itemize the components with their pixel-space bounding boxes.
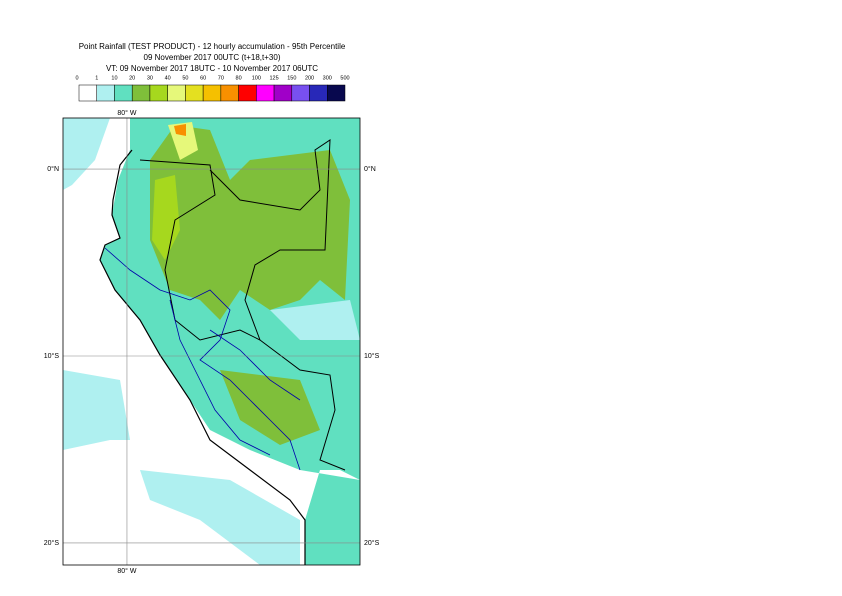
- region-border: [104, 247, 301, 471]
- legend-swatch: [327, 84, 346, 102]
- parallel-label: 20°S: [44, 539, 60, 547]
- legend-tick-label: 0: [75, 75, 78, 81]
- graticule-labels: 80° W 80° W 0°N 0°N 10°S 10°S 20°S 20°S: [44, 109, 380, 575]
- legend-swatch: [149, 84, 168, 102]
- legend-swatch: [167, 84, 186, 102]
- legend-tick-label: 300: [323, 75, 332, 81]
- legend-swatch: [78, 84, 97, 102]
- legend-tick-label: 1: [95, 75, 98, 81]
- legend-tick-label: 100: [252, 75, 261, 81]
- legend-swatch: [291, 84, 310, 102]
- rain-area: [63, 370, 130, 450]
- title-line: 09 November 2017 00UTC (t+18,t+30): [144, 53, 281, 62]
- legend-swatch: [185, 84, 204, 102]
- legend-tick-label: 80: [236, 75, 242, 81]
- border: [139, 159, 346, 471]
- meridian-label: 80° W: [117, 567, 137, 575]
- border: [209, 139, 331, 341]
- legend-tick-label: 125: [269, 75, 278, 81]
- legend-swatch: [256, 84, 275, 102]
- legend-tick-label: 30: [147, 75, 153, 81]
- parallel-label: 10°S: [364, 352, 380, 360]
- map-frame: [62, 117, 361, 566]
- rain-area: [63, 118, 110, 190]
- legend-tick-label: 60: [200, 75, 206, 81]
- parallel-label: 0°N: [47, 165, 59, 173]
- parallel-label: 0°N: [364, 165, 376, 173]
- title-line: VT: 09 November 2017 18UTC - 10 November…: [106, 64, 318, 73]
- rain-area: [220, 370, 320, 445]
- legend-tick-label: 200: [305, 75, 314, 81]
- map-field: [63, 118, 360, 565]
- legend-swatch: [96, 84, 115, 102]
- parallel-label: 20°S: [364, 539, 380, 547]
- rain-area: [270, 300, 360, 340]
- legend-swatch: [238, 84, 257, 102]
- legend-swatch: [309, 84, 328, 102]
- parallel-label: 10°S: [44, 352, 60, 360]
- legend-tick-label: 150: [287, 75, 296, 81]
- legend-tick-label: 70: [218, 75, 224, 81]
- coastline: [99, 149, 306, 565]
- rain-area: [140, 470, 300, 565]
- legend: 0 1 10 20 30 40 50 60 70 80 100 125 150 200 300 500: [75, 75, 350, 102]
- legend-tick-label: 20: [129, 75, 135, 81]
- legend-swatch: [202, 84, 222, 102]
- meridian-label: 80° W: [117, 109, 137, 117]
- rain-area: [152, 175, 180, 260]
- graticule: [63, 118, 360, 565]
- legend-swatch: [220, 84, 239, 102]
- legend-tick-label: 10: [111, 75, 117, 81]
- legend-swatch: [273, 84, 293, 102]
- legend-tick-label: 50: [182, 75, 188, 81]
- rain-area: [174, 124, 186, 136]
- legend-tick-label: 500: [340, 75, 349, 81]
- rain-area: [150, 125, 350, 320]
- legend-tick-label: 40: [165, 75, 171, 81]
- legend-swatch: [114, 84, 133, 102]
- legend-swatch: [131, 84, 151, 102]
- title-line: Point Rainfall (TEST PRODUCT) - 12 hourl…: [79, 42, 346, 51]
